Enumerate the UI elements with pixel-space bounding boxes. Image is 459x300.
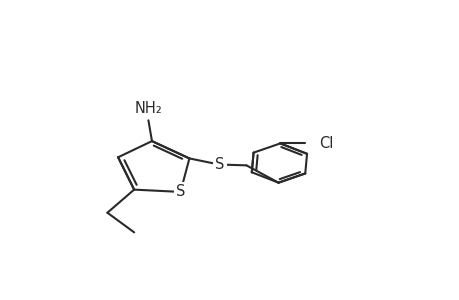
Text: Cl: Cl [318,136,332,151]
Text: S: S [175,184,185,200]
Text: S: S [214,157,224,172]
Text: NH₂: NH₂ [134,101,162,116]
